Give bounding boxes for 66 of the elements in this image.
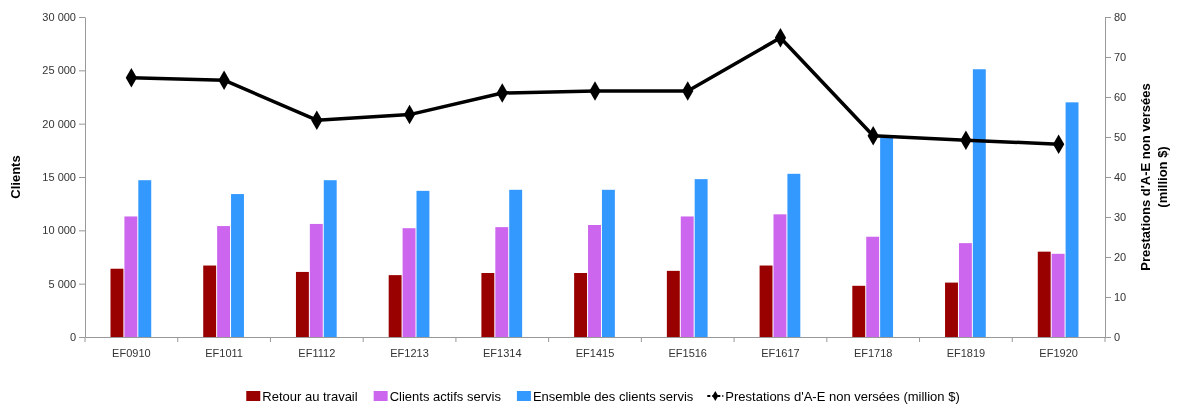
bar	[787, 173, 801, 337]
x-tick-label: EF1617	[761, 346, 800, 359]
bar	[1051, 253, 1065, 337]
bar	[759, 265, 773, 337]
x-tick-label: EF1314	[483, 346, 522, 359]
bar	[574, 273, 588, 337]
bar	[866, 236, 880, 337]
x-tick-label: EF1819	[946, 346, 986, 359]
bar	[588, 225, 601, 337]
y-tick-label: 10 000	[42, 224, 76, 237]
bar	[680, 216, 694, 337]
y-tick-label: 0	[69, 331, 76, 344]
bar	[124, 216, 138, 337]
y2-tick-label: 70	[1114, 51, 1127, 64]
bar	[481, 273, 495, 337]
legend-label: Clients actifs servis	[389, 389, 502, 404]
y-tick-label: 5 000	[48, 277, 76, 290]
bar	[203, 265, 217, 337]
bar	[972, 69, 986, 337]
bar	[231, 194, 244, 337]
bar	[110, 268, 124, 337]
legend-label: Prestations d'A-E non versées (million $)	[725, 389, 960, 404]
bar	[309, 223, 323, 337]
y-tick-label: 20 000	[42, 117, 76, 130]
y2-tick-label: 30	[1114, 211, 1127, 224]
bar	[958, 243, 972, 337]
x-tick-label: EF1920	[1039, 346, 1078, 359]
bar	[1037, 251, 1051, 337]
bar	[323, 180, 337, 337]
x-tick-label: EF0910	[112, 346, 151, 359]
y2-axis-title: Prestations d'A-E non versées (million $)	[1138, 83, 1170, 271]
x-tick-label: EF1011	[205, 346, 243, 359]
y-axis-title: Clients	[8, 155, 23, 199]
x-tick-label: EF1718	[853, 346, 893, 359]
bar	[880, 137, 894, 337]
bar	[773, 214, 787, 337]
bar	[601, 189, 615, 337]
bar	[1065, 102, 1079, 337]
bar	[295, 271, 309, 337]
y-tick-label: 30 000	[42, 11, 76, 24]
x-tick-label: EF1415	[575, 346, 615, 359]
bar	[852, 285, 866, 337]
x-tick-label: EF1516	[668, 346, 707, 359]
y2-tick-label: 10	[1114, 291, 1127, 304]
bar	[495, 227, 509, 337]
y2-tick-label: 40	[1114, 171, 1127, 184]
y-tick-label: 25 000	[42, 64, 76, 77]
x-tick-label: EF1213	[390, 346, 429, 359]
y2-tick-label: 50	[1114, 131, 1127, 144]
bar	[945, 282, 958, 337]
bar	[416, 190, 430, 337]
bar	[402, 228, 416, 337]
bar	[138, 180, 152, 337]
x-tick-label: EF1112	[298, 346, 336, 359]
legend-label: Retour au travail	[262, 389, 358, 404]
bar	[217, 226, 231, 337]
bar	[388, 275, 402, 337]
y2-tick-label: 80	[1114, 11, 1127, 24]
bar	[694, 179, 708, 337]
y2-tick-label: 60	[1114, 91, 1127, 104]
bar	[509, 189, 523, 337]
legend-label: Ensemble des clients servis	[532, 389, 694, 404]
y2-tick-label: 0	[1114, 331, 1121, 344]
y-tick-label: 15 000	[42, 171, 76, 184]
y2-tick-label: 20	[1114, 251, 1127, 264]
bar	[666, 270, 680, 337]
